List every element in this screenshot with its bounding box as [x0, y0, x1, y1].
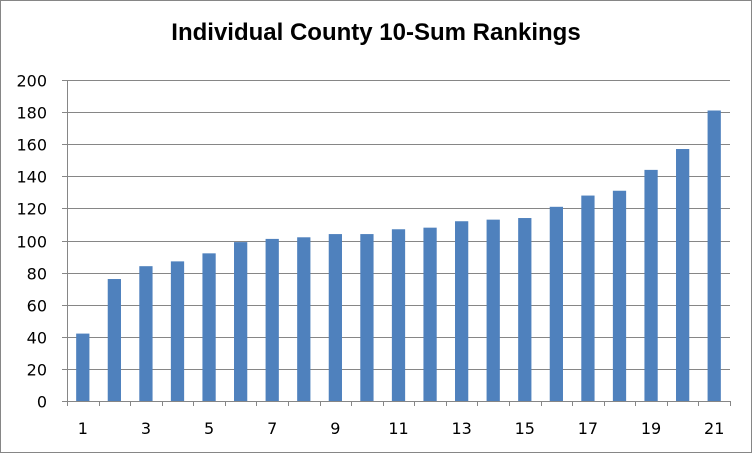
x-tick-label: 9 — [330, 419, 340, 438]
y-tick-label: 100 — [16, 233, 47, 252]
axes — [62, 80, 731, 406]
bar-6 — [234, 242, 248, 401]
bar-20 — [676, 149, 690, 401]
y-tick-label: 160 — [16, 136, 47, 155]
x-tick-label: 5 — [204, 419, 214, 438]
chart-title: Individual County 10-Sum Rankings — [171, 19, 581, 46]
bar-7 — [265, 238, 279, 401]
y-tick-label: 60 — [27, 297, 47, 316]
y-tick-label: 200 — [16, 72, 47, 91]
bar-19 — [644, 169, 658, 401]
bar-10 — [360, 234, 374, 401]
bar-13 — [455, 221, 469, 401]
bar-2 — [107, 279, 121, 401]
bar-16 — [549, 206, 563, 401]
bar-15 — [518, 218, 532, 401]
y-tick-label: 80 — [27, 265, 47, 284]
bar-8 — [297, 237, 311, 401]
y-tick-label: 0 — [37, 393, 47, 412]
bar-1 — [76, 333, 90, 401]
bar-17 — [581, 195, 595, 401]
bar-12 — [423, 227, 437, 401]
x-tick-label: 1 — [78, 419, 88, 438]
bar-9 — [328, 234, 342, 401]
x-tick-label: 19 — [641, 419, 661, 438]
x-tick-label: 21 — [704, 419, 724, 438]
bar-18 — [612, 190, 627, 401]
y-tick-label: 180 — [16, 104, 47, 123]
x-tick-label: 15 — [515, 419, 535, 438]
x-tick-label: 3 — [141, 419, 151, 438]
y-tick-label: 20 — [27, 361, 47, 380]
bar-5 — [202, 253, 216, 401]
bar-21 — [707, 110, 721, 401]
bar-3 — [139, 266, 153, 401]
bar-11 — [391, 229, 406, 401]
x-tick-label: 11 — [388, 419, 408, 438]
y-tick-label: 140 — [16, 168, 47, 187]
y-tick-label: 120 — [16, 200, 47, 219]
bar-14 — [486, 219, 500, 401]
bars — [76, 110, 721, 401]
x-tick-label: 17 — [578, 419, 598, 438]
x-tick-label: 13 — [451, 419, 471, 438]
bar-4 — [170, 261, 185, 401]
y-tick-label: 40 — [27, 329, 47, 348]
x-tick-label: 7 — [267, 419, 277, 438]
